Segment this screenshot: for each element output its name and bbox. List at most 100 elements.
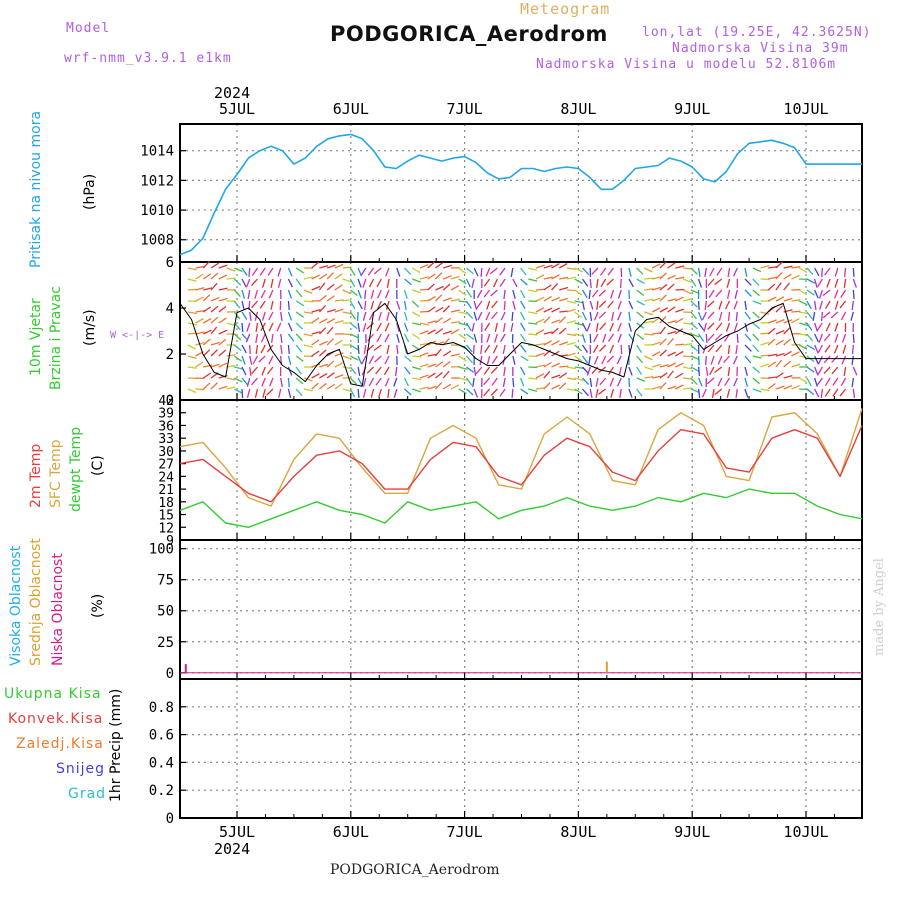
- wind-barb: [187, 355, 197, 360]
- wind-barb: [760, 388, 770, 392]
- wind-barb: [744, 377, 749, 387]
- wind-barb: [458, 366, 468, 371]
- wind-barb: [610, 289, 615, 299]
- wind-barb: [724, 377, 731, 386]
- wind-barb: [403, 311, 408, 321]
- wind-barb: [393, 377, 398, 387]
- wind-barb: [783, 360, 791, 368]
- wind-barb: [783, 319, 793, 324]
- wind-barb: [806, 388, 815, 396]
- wind-barb: [566, 333, 577, 337]
- elevation-label: Nadmorska Visina 39m: [672, 41, 849, 56]
- y-tick-label: 1010: [140, 203, 174, 219]
- wind-barb: [334, 273, 343, 280]
- wind-barb: [458, 377, 468, 381]
- wind-barb: [558, 316, 567, 324]
- wind-barb: [442, 360, 451, 368]
- x-tick-label-bottom: 9JUL: [674, 823, 710, 841]
- wind-barb: [258, 355, 266, 363]
- wind-barb: [725, 322, 731, 332]
- wind-barb: [419, 374, 429, 379]
- wind-barb: [581, 344, 589, 353]
- meteogram-label: Meteogram: [520, 0, 611, 18]
- wind-barb: [675, 317, 684, 324]
- wind-barb: [287, 289, 293, 299]
- wind-barb: [735, 388, 738, 399]
- wind-barb: [287, 267, 293, 277]
- wind-barb: [318, 294, 327, 302]
- wind-barb: [246, 322, 251, 332]
- wind-barb: [752, 388, 762, 393]
- wind-barb: [303, 276, 313, 280]
- wind-barb: [667, 362, 676, 368]
- wind-barb: [826, 278, 831, 288]
- wind-barb: [814, 278, 818, 288]
- wind-barb: [434, 348, 442, 357]
- wind-barb: [591, 289, 599, 298]
- x-tick-label-top: 9JUL: [674, 100, 710, 118]
- wind-barb: [814, 355, 819, 365]
- wind-barb: [350, 333, 359, 339]
- wind-barb: [651, 263, 661, 269]
- wind-barb: [818, 333, 823, 343]
- wind-barb: [210, 382, 218, 390]
- wind-barb: [287, 333, 295, 342]
- wind-barb: [370, 289, 375, 299]
- wind-barb: [644, 288, 654, 291]
- wind-barb: [566, 267, 577, 271]
- wind-barb: [519, 377, 525, 387]
- wind-barb: [767, 338, 776, 346]
- wind-barb: [726, 388, 731, 398]
- wind-barb: [384, 289, 390, 299]
- wind-barb: [709, 267, 715, 277]
- wind-barb: [412, 289, 422, 294]
- wind-barb: [551, 274, 560, 280]
- wind-barb: [218, 349, 227, 357]
- wind-barb: [675, 362, 684, 368]
- wind-barb: [427, 329, 436, 335]
- wind-barb: [210, 341, 220, 346]
- wind-barb: [499, 278, 506, 287]
- wind-barb: [295, 322, 304, 330]
- compass-ew: W <-|-> E: [110, 330, 165, 341]
- wind-barb: [636, 366, 643, 375]
- wind-barb: [233, 300, 241, 309]
- wind-barb: [543, 295, 552, 302]
- wind-barb: [349, 289, 358, 297]
- wind-barb: [233, 355, 243, 362]
- wind-barb: [839, 300, 847, 309]
- wind-barb: [814, 289, 819, 299]
- wind-barb: [510, 322, 514, 332]
- wind-barb: [254, 388, 259, 398]
- wind-barb: [479, 355, 483, 365]
- wind-barb: [823, 355, 831, 364]
- wind-barb: [817, 344, 823, 354]
- y-tick-label: 21: [158, 483, 174, 498]
- wind-barb: [752, 311, 760, 319]
- wind-barb: [628, 366, 633, 376]
- wind-barb: [644, 320, 654, 324]
- wind-barb: [473, 388, 479, 398]
- wind-barb: [705, 333, 708, 344]
- wind-barb: [528, 322, 538, 325]
- wind-barb: [783, 282, 790, 291]
- y-tick-label: 15: [158, 509, 174, 524]
- wind-barb: [690, 344, 698, 352]
- wind-barb: [675, 265, 685, 269]
- wind-barb: [384, 333, 390, 343]
- wind-barb: [334, 308, 344, 313]
- x-tick-label-top: 8JUL: [560, 100, 596, 118]
- panel-frame: [179, 123, 863, 263]
- wind-barb: [485, 267, 491, 277]
- wind-barb: [362, 311, 367, 321]
- wind-barb: [465, 388, 474, 396]
- wind-barb: [403, 333, 410, 343]
- wind-barb: [450, 321, 460, 324]
- wind-barb: [342, 388, 352, 392]
- wind-barb: [435, 306, 444, 313]
- wind-barb: [752, 333, 760, 342]
- wind-barb: [852, 388, 856, 399]
- wind-barb: [616, 355, 622, 365]
- wind-barb: [442, 297, 452, 302]
- wind-barb: [241, 278, 247, 288]
